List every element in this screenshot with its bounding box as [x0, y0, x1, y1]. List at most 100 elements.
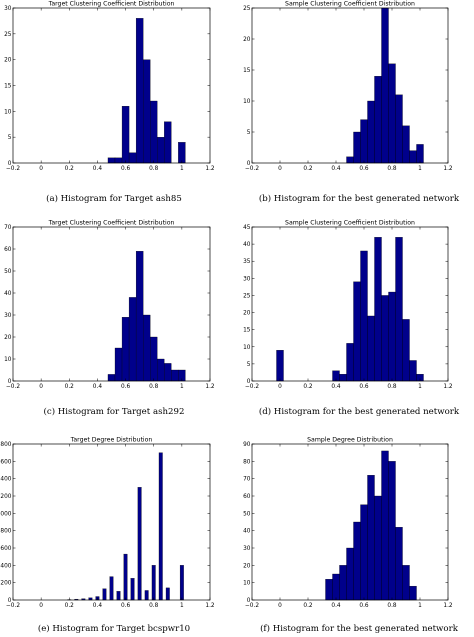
- x-tick-label: 1.2: [443, 166, 453, 172]
- y-tick-label: 45: [243, 225, 251, 231]
- y-tick-label: 15: [243, 68, 251, 74]
- histogram-bar: [109, 576, 114, 601]
- histogram-bar: [339, 374, 347, 382]
- histogram-bar: [151, 565, 156, 601]
- x-tick-label: 1: [418, 603, 422, 609]
- y-tick-label: 1400: [0, 477, 12, 483]
- x-tick-label: 0.4: [331, 166, 341, 172]
- x-tick-label: 0.2: [65, 603, 75, 609]
- x-tick-label: −0.2: [245, 603, 259, 609]
- histogram-bar: [128, 152, 137, 164]
- histogram-bar: [346, 547, 354, 601]
- chart-3: Target Clustering Coefficient Distributi…: [4, 220, 215, 391]
- chart-6: Sample Degree Distribution−0.2 0 0.2 0.4 0.6…: [243, 437, 453, 610]
- histogram-bar: [114, 157, 123, 164]
- y-tick-label: 40: [4, 291, 12, 297]
- histogram-bar: [179, 565, 184, 601]
- histogram-bar: [388, 63, 396, 164]
- histogram-bar: [395, 527, 403, 601]
- y-tick-label: 0: [8, 379, 12, 385]
- y-tick-label: 40: [243, 529, 251, 535]
- y-tick-label: 20: [4, 58, 12, 64]
- y-tick-label: 90: [243, 442, 251, 448]
- y-tick-label: 30: [4, 313, 12, 319]
- x-tick-label: 0: [39, 166, 43, 172]
- histogram-bar: [143, 314, 151, 382]
- histogram-bar: [165, 587, 170, 601]
- y-tick-label: 20: [243, 311, 251, 317]
- caption-d: (d) Histogram for the best generated net…: [258, 407, 460, 417]
- y-tick-label: 60: [243, 494, 251, 500]
- y-tick-label: 400: [0, 563, 11, 569]
- histogram-bar: [150, 336, 158, 382]
- histogram-bar: [367, 100, 375, 164]
- histogram-bar: [360, 119, 368, 164]
- x-tick-label: −0.2: [6, 166, 20, 172]
- histogram-bar: [388, 461, 396, 601]
- histogram-bar: [353, 131, 361, 164]
- chart-4: Sample Clustering Coefficient Distributi…: [243, 220, 453, 391]
- x-tick-label: −0.2: [245, 166, 259, 172]
- x-tick-label: 0.4: [93, 603, 103, 609]
- chart-title: Target Degree Distribution: [70, 437, 153, 444]
- y-tick-label: 20: [243, 563, 251, 569]
- histogram-bar: [114, 347, 123, 382]
- histogram-bar: [395, 237, 403, 382]
- histogram-bar: [367, 475, 375, 601]
- histogram-bar: [137, 487, 142, 601]
- histogram-bar: [144, 590, 149, 601]
- plot-frame: [12, 226, 211, 382]
- y-tick-label: 5: [8, 135, 12, 141]
- histogram-bar: [276, 350, 284, 382]
- histogram-bar: [374, 76, 382, 164]
- x-tick-label: 1: [418, 166, 422, 172]
- histogram-bar: [388, 291, 396, 382]
- histogram-bar: [409, 585, 417, 601]
- x-tick-label: 0.2: [65, 384, 75, 390]
- y-tick-label: 70: [4, 225, 12, 231]
- histogram-bar: [367, 315, 375, 382]
- y-tick-label: 25: [243, 293, 251, 299]
- x-tick-label: 1.2: [443, 384, 453, 390]
- x-tick-label: −0.2: [6, 384, 20, 390]
- x-tick-label: 1.2: [205, 166, 215, 172]
- x-tick-label: 0.8: [387, 384, 397, 390]
- y-tick-label: 5: [247, 362, 251, 368]
- histogram-bar: [409, 360, 417, 382]
- x-tick-label: 0.2: [303, 603, 313, 609]
- y-tick-label: 0: [247, 598, 251, 604]
- chart-title: Sample Degree Distribution: [307, 437, 393, 444]
- y-tick-label: 0: [8, 598, 12, 604]
- y-tick-label: 200: [0, 581, 11, 587]
- histogram-bar: [135, 251, 144, 382]
- y-tick-label: 10: [4, 109, 12, 115]
- histogram-bar: [374, 237, 382, 382]
- y-tick-label: 5: [247, 130, 251, 136]
- histogram-bar: [374, 495, 382, 601]
- y-tick-label: 50: [4, 269, 12, 275]
- y-tick-label: 70: [243, 477, 251, 483]
- y-tick-label: 15: [4, 84, 12, 90]
- x-tick-label: 1: [180, 603, 184, 609]
- x-tick-label: 0.8: [149, 603, 159, 609]
- y-tick-label: 800: [0, 529, 11, 535]
- chart-5: Target Degree Distribution−0.2 0 0.2 0.4 0.6…: [0, 437, 215, 610]
- caption-e: (e) Histogram for Target bcspwr10: [37, 624, 191, 634]
- histogram-bar: [402, 125, 410, 164]
- x-tick-label: −0.2: [245, 384, 259, 390]
- x-tick-label: 0.6: [121, 603, 131, 609]
- histogram-bar: [143, 59, 151, 164]
- y-tick-label: 40: [243, 242, 251, 248]
- caption-f: (f) Histogram for the best generated net…: [260, 624, 458, 634]
- y-tick-label: 30: [243, 546, 251, 552]
- histogram-bar: [332, 573, 340, 601]
- caption-c: (c) Histogram for Target ash292: [43, 407, 185, 417]
- x-tick-label: 1: [180, 384, 184, 390]
- x-tick-label: 1: [418, 384, 422, 390]
- histogram-bar: [395, 94, 403, 164]
- histogram-bar: [402, 319, 410, 382]
- caption-a: (a) Histogram for Target ash85: [46, 194, 182, 204]
- histogram-bar: [325, 579, 333, 601]
- histogram-bar: [178, 142, 186, 164]
- y-tick-label: 10: [243, 99, 251, 105]
